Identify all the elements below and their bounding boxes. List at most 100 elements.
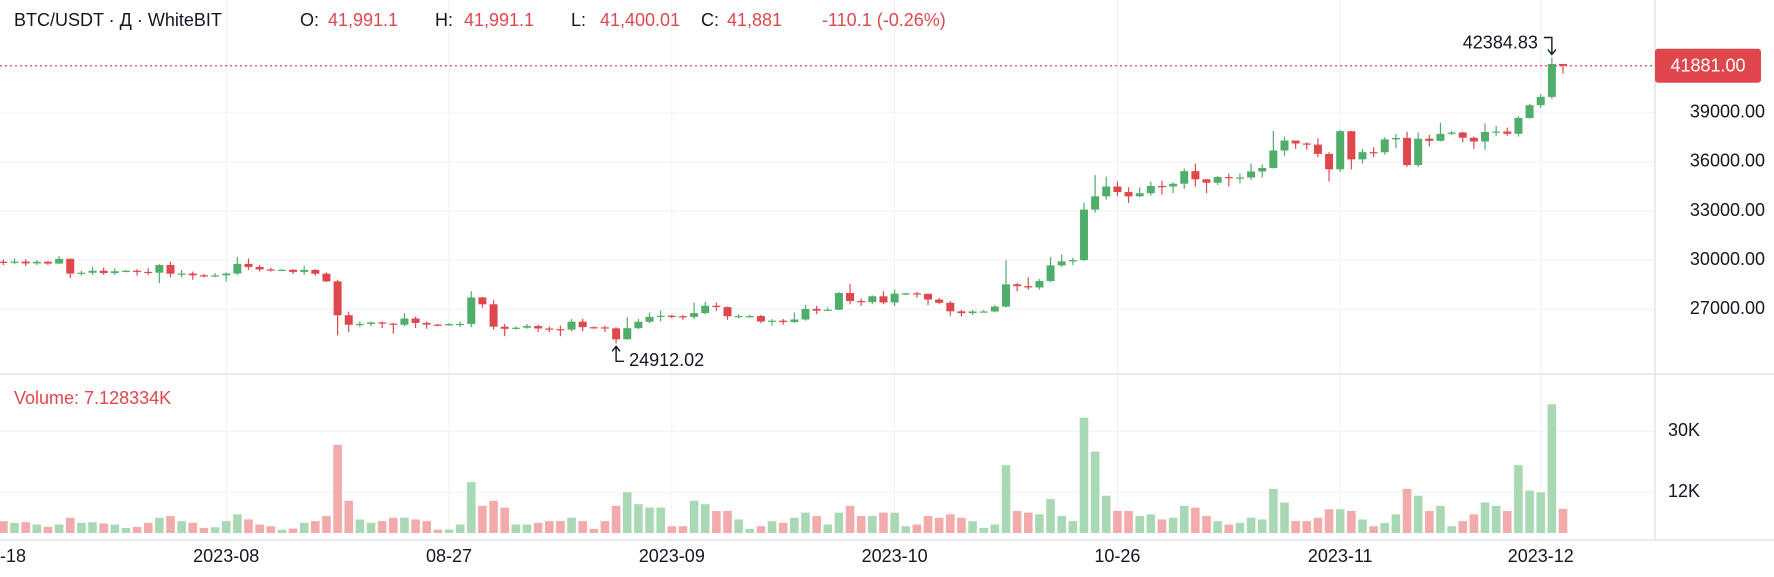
volume-bar (1246, 517, 1256, 533)
candle-body (1180, 171, 1189, 184)
candle-body (1002, 284, 1010, 307)
candle-body (344, 315, 353, 325)
volume-bar (968, 521, 977, 533)
volume-bar (1101, 495, 1111, 533)
y-tick-label: 30000.00 (1690, 249, 1765, 269)
volume-bar (1491, 505, 1501, 533)
volume-bar (879, 512, 888, 533)
x-tick-label: 10-26 (1094, 546, 1140, 566)
volume-bar (233, 514, 242, 533)
volume-bar (934, 517, 944, 533)
volume-bar (1436, 505, 1445, 533)
volume-bar (767, 521, 777, 533)
candle-body (1447, 132, 1456, 134)
header-open-label: O: (300, 10, 319, 30)
candle-body (589, 327, 598, 329)
volume-bar (221, 521, 231, 533)
candle-body (879, 296, 888, 303)
candle-body (1336, 131, 1345, 170)
x-tick-label: 2023-08 (193, 546, 259, 566)
volume-bar (444, 529, 454, 533)
volume-bar (912, 524, 922, 533)
candle-body (1369, 152, 1378, 154)
candle-body (21, 261, 30, 264)
candle-body (1325, 153, 1334, 170)
volume-bar (834, 512, 844, 533)
candle-body (1057, 261, 1066, 266)
candle-body (1213, 177, 1222, 183)
candle-body (645, 316, 654, 322)
candle-body (1135, 193, 1144, 197)
candle-body (678, 316, 687, 318)
candle-body (1191, 171, 1200, 180)
candle-body (912, 293, 921, 295)
candle-body (1347, 131, 1356, 160)
min-marker-label: 24912.02 (629, 350, 704, 370)
candle-body (277, 269, 286, 271)
candle-body (1380, 139, 1389, 153)
volume-bar (689, 500, 699, 533)
volume-bar (10, 522, 19, 533)
volume-bar (1302, 521, 1312, 533)
candle-body (1391, 137, 1400, 140)
candle-body (768, 320, 777, 322)
volume-bar (288, 528, 298, 533)
volume-bar (0, 521, 8, 533)
volume-legend: Volume: 7.128334K (14, 388, 171, 408)
volume-bar (1113, 510, 1122, 533)
volume-bar (1347, 510, 1356, 533)
volume-bar (1090, 451, 1100, 533)
volume-bar (1391, 514, 1401, 533)
header-close: 41,881 (727, 10, 782, 30)
volume-bar (99, 523, 108, 533)
candle-body (133, 270, 142, 272)
candle-body (155, 265, 164, 273)
x-tick-label: 2023-10 (862, 546, 928, 566)
candle-body (1458, 132, 1467, 138)
candle-body (411, 318, 420, 323)
volume-bar (32, 524, 42, 533)
candle-body (946, 302, 955, 312)
candle-body (1113, 186, 1122, 193)
y-tick-label: 27000.00 (1690, 298, 1765, 318)
candle-body (823, 309, 832, 311)
volume-bar (1380, 522, 1390, 533)
volume-bar (1324, 509, 1334, 533)
candle-body (1481, 132, 1490, 142)
candle-body (723, 307, 732, 317)
candle-body (979, 311, 988, 313)
volume-bar (544, 521, 554, 533)
candle-body (1492, 131, 1501, 133)
candle-body (567, 321, 576, 330)
volume-bar (1514, 465, 1523, 533)
volume-bar (366, 522, 376, 533)
candle-body (990, 306, 999, 312)
volume-bar (1079, 417, 1089, 533)
volume-bar (778, 522, 788, 533)
volume-bar (700, 504, 710, 533)
candle-body (1414, 138, 1423, 166)
candle-body (378, 322, 387, 324)
volume-bar (890, 512, 899, 533)
volume-bar (511, 524, 521, 533)
volume-bar (166, 516, 175, 533)
candle-body (266, 269, 275, 271)
candle-body (890, 293, 899, 303)
candle-body (121, 270, 130, 272)
volume-bar (667, 526, 677, 533)
candle-body (467, 297, 476, 324)
candle-body (812, 308, 821, 311)
volume-bar (389, 517, 398, 533)
volume-bar (311, 521, 320, 533)
candle-body (55, 258, 64, 264)
x-tick-label: 2023-09 (639, 546, 705, 566)
volume-bar (712, 510, 721, 533)
volume-bar (1191, 507, 1200, 533)
volume-bar (299, 522, 309, 533)
volume-bar (790, 517, 799, 533)
volume-bar (957, 517, 966, 533)
volume-bar (266, 526, 276, 533)
volume-bar (645, 507, 654, 533)
volume-bar (1202, 516, 1211, 533)
volume-bar (734, 519, 743, 533)
